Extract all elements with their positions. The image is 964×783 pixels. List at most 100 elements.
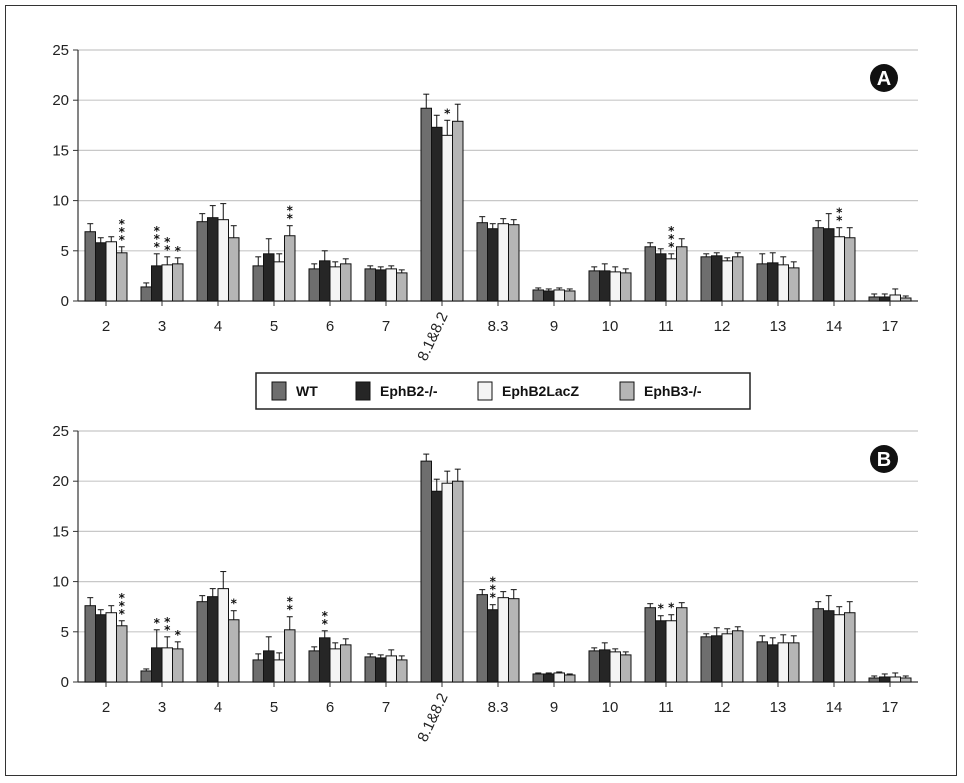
bar-ephb2lacz-8-3 — [497, 597, 509, 683]
bar-group-14 — [812, 595, 856, 683]
x-tick-label: 2 — [102, 318, 110, 335]
bar-ephb2-8-3 — [487, 228, 499, 302]
bar-wt-7 — [364, 656, 376, 683]
x-tick-label: 10 — [602, 699, 619, 716]
bar-ephb3-17 — [900, 677, 912, 683]
bar-group-2 — [84, 223, 128, 302]
bar-ephb2lacz-10 — [609, 271, 621, 302]
significance-star: * — [154, 232, 161, 246]
bar-wt-3 — [140, 670, 152, 683]
bar-wt-8-1-8-2 — [420, 460, 432, 683]
y-tick-label: 20 — [52, 92, 69, 109]
x-tick-label: 6 — [326, 318, 334, 335]
y-tick-label: 20 — [52, 473, 69, 490]
x-tick-label: 6 — [326, 699, 334, 716]
bar-wt-6 — [308, 268, 320, 302]
significance-star: * — [322, 617, 329, 631]
bar-group-11 — [644, 602, 688, 683]
bar-ephb2lacz-7 — [385, 268, 397, 302]
legend-swatch-wt — [271, 381, 287, 401]
bar-ephb2-14 — [823, 228, 835, 302]
bar-wt-13 — [756, 263, 768, 302]
bar-wt-9 — [532, 289, 544, 302]
bar-ephb3-7 — [396, 659, 408, 683]
bar-group-14 — [812, 213, 856, 302]
bar-group-17 — [868, 288, 912, 302]
significance-star: * — [231, 597, 238, 611]
bar-ephb3-6 — [340, 263, 352, 302]
significance-star: * — [119, 233, 126, 247]
bar-wt-5 — [252, 659, 264, 683]
legend-item-ephb2-ko: EphB2-/- — [355, 381, 438, 401]
bar-wt-12 — [700, 636, 712, 683]
bar-ephb3-12 — [732, 630, 744, 683]
x-tick-label: 2 — [102, 699, 110, 716]
x-tick-label: 7 — [382, 699, 390, 716]
y-tick-label: 15 — [52, 523, 69, 540]
y-tick-label: 10 — [52, 193, 69, 210]
bar-wt-11 — [644, 607, 656, 683]
legend-item-ephb2lacz: EphB2LacZ — [477, 381, 579, 401]
significance-star: * — [164, 235, 171, 249]
panel-letter-badge: B — [870, 445, 898, 473]
bar-group-17 — [868, 672, 912, 683]
significance-star: * — [668, 240, 675, 254]
x-tick-label: 8.1&8.2 — [414, 310, 451, 364]
bar-group-3 — [140, 629, 184, 683]
y-tick-label: 5 — [61, 243, 69, 260]
significance-star: * — [154, 224, 161, 238]
bar-ephb2-4 — [207, 596, 219, 683]
bar-ephb2-10 — [599, 649, 611, 683]
significance-star: * — [490, 575, 497, 589]
significance-star: * — [668, 224, 675, 238]
bar-ephb2-11 — [655, 620, 667, 683]
bar-ephb3-17 — [900, 297, 912, 302]
bar-ephb2lacz-13 — [777, 264, 789, 302]
bar-ephb3-8-3 — [508, 224, 520, 302]
bar-ephb2lacz-14 — [833, 614, 845, 683]
bar-group-9 — [532, 671, 576, 683]
bar-ephb2-4 — [207, 217, 219, 302]
bar-wt-13 — [756, 641, 768, 683]
bar-group-4 — [196, 203, 240, 302]
bar-wt-17 — [868, 677, 880, 683]
bar-wt-14 — [812, 608, 824, 683]
bar-ephb2-2 — [95, 614, 107, 683]
x-tick-label: 3 — [158, 699, 166, 716]
x-tick-label: 5 — [270, 318, 278, 335]
bar-ephb3-14 — [844, 612, 856, 683]
significance-star: * — [119, 217, 126, 231]
bar-group-13 — [756, 252, 800, 302]
significance-star: * — [164, 243, 171, 257]
x-tick-label: 13 — [770, 318, 787, 335]
bar-group-3 — [140, 253, 184, 302]
bar-ephb2-14 — [823, 610, 835, 683]
bar-ephb2-6 — [319, 260, 331, 302]
bar-ephb2-7 — [375, 269, 387, 302]
bar-ephb3-3 — [172, 263, 184, 302]
bar-ephb2-8-3 — [487, 609, 499, 683]
legend-swatch-ephb3-ko — [619, 381, 635, 401]
legend-box — [255, 372, 751, 410]
x-tick-label: 10 — [602, 318, 619, 335]
bar-ephb2lacz-12 — [721, 260, 733, 302]
x-tick-label: 8.3 — [488, 318, 509, 335]
bar-ephb3-2 — [116, 252, 128, 302]
bar-group-8-3 — [476, 589, 520, 683]
x-tick-label: 5 — [270, 699, 278, 716]
bar-ephb2-10 — [599, 270, 611, 302]
bar-wt-4 — [196, 221, 208, 302]
bar-group-13 — [756, 634, 800, 683]
bar-ephb2-3 — [151, 647, 163, 683]
x-tick-label: 9 — [550, 699, 558, 716]
bar-group-12 — [700, 626, 744, 683]
bar-ephb2lacz-8-3 — [497, 223, 509, 302]
significance-star: * — [287, 204, 294, 218]
x-tick-label: 12 — [714, 699, 731, 716]
bar-ephb2-11 — [655, 253, 667, 302]
bar-wt-2 — [84, 231, 96, 302]
bar-ephb2lacz-6 — [329, 648, 341, 683]
legend-swatch-ephb2lacz — [477, 381, 493, 401]
panel-letter: A — [877, 68, 891, 90]
bar-group-9 — [532, 287, 576, 302]
